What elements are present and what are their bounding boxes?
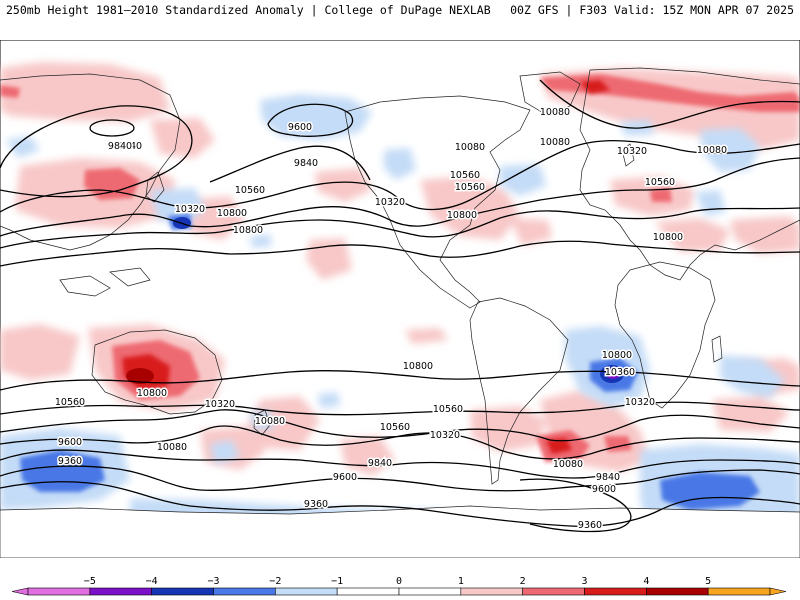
- contour-label: 10080: [540, 107, 570, 118]
- colorbar-swatch: [89, 587, 152, 596]
- contour-label: 10320: [375, 197, 405, 208]
- contour-label: 9840: [294, 158, 318, 169]
- contour-label: 10560: [450, 170, 480, 181]
- colorbar-swatch: [460, 587, 523, 596]
- contour-label: 10080: [455, 142, 485, 153]
- colorbar-tick-label: 1: [458, 576, 464, 587]
- contour-label: 9840: [368, 458, 392, 469]
- model-run-info: 00Z GFS | F303 Valid: 15Z MON APR 07 202…: [510, 3, 794, 17]
- colorbar-tick-label: 3: [581, 576, 587, 587]
- colorbar-swatch: [151, 587, 214, 596]
- contour-label: 10560: [433, 404, 463, 415]
- contour-label: 9840: [596, 472, 620, 483]
- colorbar-swatch: [275, 587, 338, 596]
- colorbar-arrow-low: [11, 587, 29, 596]
- contour-label: 9360: [304, 499, 328, 510]
- colorbar-swatch: [584, 587, 647, 596]
- colorbar-tick-label: −1: [331, 576, 343, 587]
- colorbar-swatch: [646, 587, 709, 596]
- colorbar-tick-label: −4: [146, 576, 158, 587]
- contour-label: 10800: [233, 225, 263, 236]
- colorbar-tick-label: −2: [269, 576, 281, 587]
- colorbar-tick-label: −5: [84, 576, 96, 587]
- colorbar-tick-label: 0: [396, 576, 402, 587]
- colorbar-tick-label: 2: [520, 576, 526, 587]
- colorbar-swatch: [398, 587, 462, 596]
- contour-label: 9600: [58, 437, 82, 448]
- contour-label: 9840: [108, 141, 132, 152]
- contour-label: 10800: [653, 232, 683, 243]
- contour-label: 10560: [380, 422, 410, 433]
- contour-label: 10080: [540, 137, 570, 148]
- contour-label: 9360: [58, 456, 82, 467]
- height-contours: [0, 79, 800, 533]
- colorbar-tick-label: −3: [207, 576, 219, 587]
- contour-label: 10080: [697, 145, 727, 156]
- contour-label: 10320: [617, 146, 647, 157]
- contour-label: 10320: [205, 399, 235, 410]
- colorbar-swatch: [522, 587, 585, 596]
- contour-label: 10320: [625, 397, 655, 408]
- contour-label: 9840: [293, 157, 317, 168]
- colorbar-swatch: [27, 587, 91, 596]
- colorbar: −5 −4 −3 −2 −1 0 1 2 3 4 5: [11, 576, 787, 596]
- coastlines: [0, 67, 800, 558]
- contour-label: 9840: [118, 141, 142, 152]
- contour-label: 10080: [157, 442, 187, 453]
- contour-label: 9360: [578, 520, 602, 531]
- contour-label: 10080: [553, 459, 583, 470]
- contour-label: 10320: [175, 204, 205, 215]
- contour-label: 10800: [217, 208, 247, 219]
- contour-label: 9600: [288, 122, 312, 133]
- colorbar-tick-label: 5: [705, 576, 711, 587]
- colorbar-swatch: [707, 587, 771, 596]
- contour-label: 10800: [602, 350, 632, 361]
- contour-label: 10320: [430, 430, 460, 441]
- colorbar-swatch: [213, 587, 276, 596]
- colorbar-swatch: [336, 587, 400, 596]
- contour-label: 9600: [333, 472, 357, 483]
- contour-label: 10560: [235, 185, 265, 196]
- contour-label: 10800: [137, 388, 167, 399]
- contour-label: 10080: [255, 416, 285, 427]
- contour-label: 10560: [455, 182, 485, 193]
- map-title: 250mb Height 1981–2010 Standardized Anom…: [6, 3, 491, 17]
- colorbar-arrow-high: [769, 587, 787, 596]
- contour-label: 10560: [55, 397, 85, 408]
- contour-label: 9600: [592, 484, 616, 495]
- contour-label: 10560: [645, 177, 675, 188]
- colorbar-tick-label: 4: [643, 576, 649, 587]
- contour-label: 10800: [447, 210, 477, 221]
- contour-label: 10360: [605, 367, 635, 378]
- contour-label: 10800: [403, 361, 433, 372]
